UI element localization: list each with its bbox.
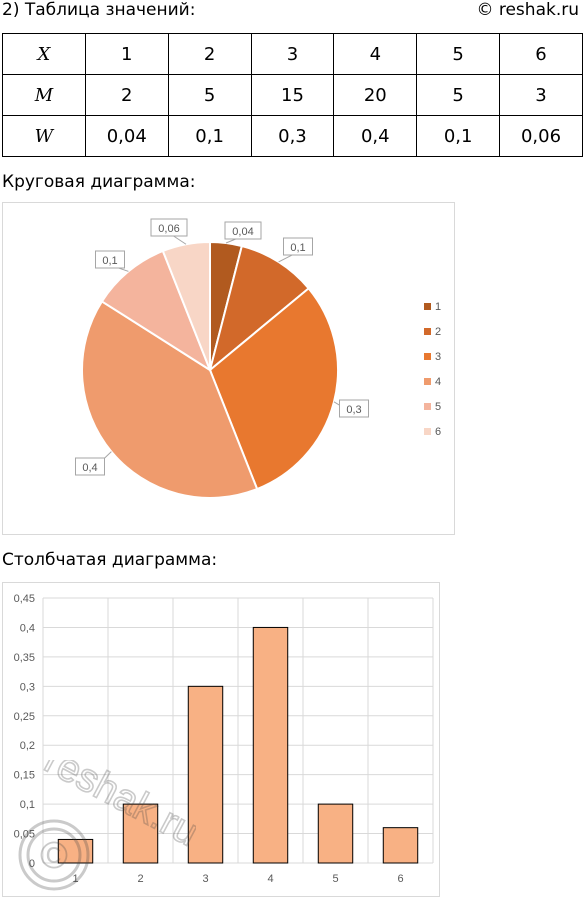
table-cell: 0,04 (84, 115, 169, 157)
copyright-notice: © reshak.ru (476, 0, 579, 20)
pie-data-label-box (283, 237, 313, 256)
table-cell: 0,1 (416, 115, 501, 157)
x-tick-label: 2 (137, 873, 143, 885)
pie-data-label: 0,1 (102, 255, 117, 267)
y-tick-label: 0,25 (14, 711, 35, 723)
values-table: X 1 2 3 4 5 6 M 2 5 15 20 5 3 W 0,04 0,1 0,3 0,4 0,1 0,06 (2, 33, 583, 157)
pie-data-label-box (150, 218, 188, 237)
table-cell: 5 (416, 74, 501, 116)
table-cell: 5 (416, 33, 501, 75)
bar-chart-box: 0 0,05 0,1 0,15 0,2 0,25 0,3 0,35 0,4 0,45 1 2 3 4 5 6 (2, 582, 440, 897)
y-tick-label: 0,05 (14, 829, 35, 841)
x-tick-label: 1 (72, 873, 78, 885)
pie-data-label: 0,06 (158, 223, 179, 235)
legend-label: 2 (435, 326, 441, 338)
table-cell: 4 (333, 33, 418, 75)
table-row: W 0,04 0,1 0,3 0,4 0,1 0,06 (2, 115, 583, 157)
legend-swatch (424, 303, 431, 310)
x-tick-label: 3 (202, 873, 208, 885)
pie-slice-4 (81, 300, 259, 499)
pie-slice-3 (208, 287, 339, 491)
table-cell: 2 (167, 33, 252, 75)
bar-4 (252, 626, 289, 864)
bar-1 (57, 838, 94, 864)
x-tick-label: 6 (397, 873, 403, 885)
row-header: W (2, 115, 86, 157)
table-row: M 2 5 15 20 5 3 (2, 74, 583, 116)
pie-data-label-box (95, 250, 125, 269)
table-cell: 1 (84, 33, 169, 75)
legend-label: 6 (435, 426, 441, 438)
table-cell: 20 (333, 74, 418, 116)
bar-6 (382, 827, 419, 864)
pie-chart-box: 0,04 0,1 0,3 0,4 0,1 0,06 1 2 3 4 5 6 (2, 202, 455, 535)
bar-3 (187, 685, 224, 864)
pie-data-label: 0,3 (346, 404, 361, 416)
header: 2) Таблица значений: © reshak.ru (0, 0, 585, 28)
pie-slice-5 (100, 249, 213, 373)
y-tick-label: 0,35 (14, 652, 35, 664)
legend-swatch (424, 378, 431, 385)
y-tick-label: 0,2 (20, 740, 35, 752)
table-cell: 5 (167, 74, 252, 116)
table-cell: 3 (250, 33, 335, 75)
legend-swatch (424, 328, 431, 335)
y-tick-label: 0,15 (14, 770, 35, 782)
bar-2 (122, 803, 159, 864)
table-cell: 15 (250, 74, 335, 116)
table-cell: 2 (84, 74, 169, 116)
pie-data-label-box (339, 399, 369, 418)
legend-label: 4 (435, 376, 441, 388)
y-tick-label: 0 (29, 858, 35, 870)
legend-label: 1 (435, 301, 441, 313)
legend-label: 5 (435, 401, 441, 413)
table-cell: 0,06 (499, 115, 583, 157)
x-tick-label: 4 (267, 873, 273, 885)
bar-chart: 0 0,05 0,1 0,15 0,2 0,25 0,3 0,35 0,4 0,45 1 2 3 4 5 6 (14, 593, 434, 885)
y-tick-label: 0,4 (20, 622, 35, 634)
x-tick-label: 5 (332, 873, 338, 885)
legend-swatch (424, 428, 431, 435)
y-tick-label: 0,45 (14, 593, 35, 605)
bar-5 (317, 803, 354, 864)
pie-data-label: 0,1 (290, 242, 305, 254)
pie-slice-2 (208, 244, 311, 373)
page-heading: 2) Таблица значений: (2, 0, 196, 20)
bar-section-label: Столбчатая диаграмма: (2, 550, 218, 570)
table-cell: 3 (499, 74, 583, 116)
table-cell: 6 (499, 33, 583, 75)
y-tick-label: 0,1 (20, 799, 35, 811)
table-cell: 0,3 (250, 115, 335, 157)
pie-section-label: Круговая диаграмма: (2, 172, 196, 192)
y-tick-label: 0,3 (20, 681, 35, 693)
pie-data-label-box (75, 457, 105, 476)
pie-data-label-box (224, 221, 262, 240)
row-header: M (2, 74, 86, 116)
pie-data-label: 0,4 (82, 462, 97, 474)
legend-swatch (424, 403, 431, 410)
table-cell: 0,4 (333, 115, 418, 157)
table-cell: 0,1 (167, 115, 252, 157)
legend-label: 3 (435, 351, 441, 363)
legend-swatch (424, 353, 431, 360)
pie-data-label: 0,04 (232, 226, 253, 238)
pie-chart: 0,04 0,1 0,3 0,4 0,1 0,06 1 2 3 4 5 6 (75, 218, 441, 499)
row-header: X (2, 33, 86, 75)
